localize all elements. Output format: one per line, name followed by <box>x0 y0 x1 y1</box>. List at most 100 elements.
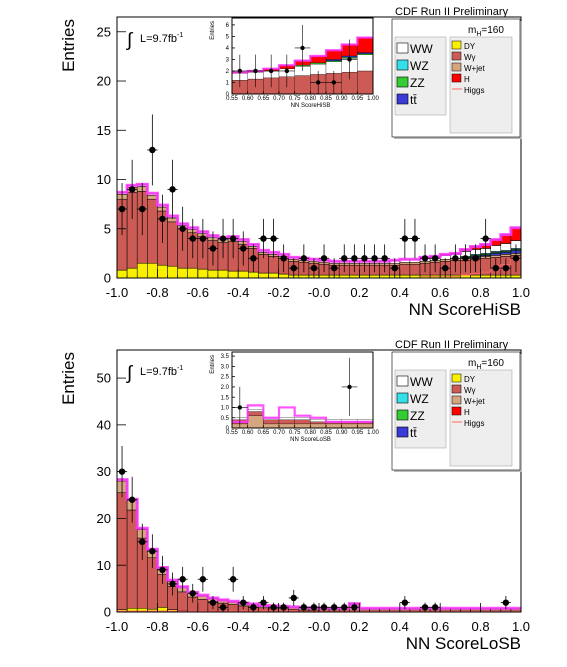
legend-label-ww: WW <box>410 42 433 56</box>
y-tick-label: 50 <box>97 371 111 386</box>
x-tick-label: -0.6 <box>187 619 209 634</box>
data-point <box>341 604 348 611</box>
bar-zz <box>357 53 374 55</box>
data-point <box>512 255 520 262</box>
bar-wjet <box>263 423 280 429</box>
data-point <box>268 68 274 74</box>
data-point <box>199 576 207 583</box>
data-point <box>442 264 449 272</box>
y-tick-label: 0 <box>104 605 111 620</box>
data-point <box>189 590 196 597</box>
data-point <box>209 599 217 606</box>
x-tick-label: 0.65 <box>257 430 269 436</box>
data-point <box>118 205 126 213</box>
legend-swatch-wjet <box>451 395 462 405</box>
bar-wjet <box>310 423 327 429</box>
data-point <box>199 235 207 242</box>
data-point <box>391 264 398 272</box>
data-point <box>139 205 146 213</box>
bar-ww <box>357 54 374 72</box>
bar-dy <box>167 265 178 279</box>
y-axis-title: Entries <box>59 19 78 72</box>
data-point <box>431 604 439 611</box>
data-point <box>351 604 358 611</box>
data-point <box>253 68 258 74</box>
data-point <box>452 255 459 262</box>
legend-swatch-wg <box>451 384 462 394</box>
bar-wg <box>126 509 138 609</box>
bar-wjet <box>357 423 374 429</box>
data-point <box>290 594 297 602</box>
bar-dy <box>197 268 209 279</box>
bar-dy <box>268 272 279 279</box>
data-point <box>139 538 146 546</box>
data-point <box>351 255 358 262</box>
legend-label-dy: DY <box>464 375 476 384</box>
bar-wg <box>294 75 311 95</box>
x-tick-label: 0.75 <box>289 430 301 436</box>
data-point <box>237 405 243 410</box>
data-point <box>300 255 308 262</box>
legend-label-zz: ZZ <box>410 76 425 90</box>
legend-label-wjet: W+jet <box>464 64 485 73</box>
bar-h <box>510 227 522 241</box>
inset-losb-panel: 0.55 0.60 0.65 0.70 0.75 0.80 0.85 0.90 0.95 1.00… <box>210 351 379 443</box>
bar-wjet <box>399 261 411 265</box>
bar-wg <box>227 604 239 612</box>
lumi-label: L=9.7fb-1 <box>140 32 183 45</box>
bar-wjet <box>247 415 264 429</box>
bar-wg <box>399 263 411 276</box>
x-tick-label: 0.85 <box>320 96 332 102</box>
x-axis-title: NN ScoreHiSB <box>291 103 331 109</box>
data-point <box>300 604 308 611</box>
y-tick-label: 2.5 <box>221 375 230 381</box>
x-tick-label: 0.65 <box>257 96 269 102</box>
data-point <box>260 235 267 242</box>
bar-dy <box>157 264 168 279</box>
chart-title: CDF Run II Preliminary <box>395 339 509 351</box>
legend-swatch-ww <box>396 375 409 387</box>
legend-swatch-tt <box>396 93 409 105</box>
bar-dy <box>217 269 229 279</box>
bar-ww <box>500 243 512 251</box>
x-tick-label: 0.75 <box>289 96 301 102</box>
legend-label-wz: WZ <box>410 59 429 73</box>
x-tick-label: 0.60 <box>242 430 254 436</box>
legend-swatch-wz <box>396 392 409 404</box>
y-tick-label: 10 <box>97 558 111 573</box>
data-point <box>347 57 352 62</box>
x-tick-label: 0.80 <box>304 430 316 436</box>
bar-wjet <box>278 423 295 429</box>
legend-label-tt: tt̄ <box>410 426 417 440</box>
x-tick-label: 0.6 <box>431 619 449 634</box>
y-tick-label: 0 <box>104 271 111 286</box>
bar-dy <box>136 262 148 279</box>
plot-frame <box>231 17 374 95</box>
bar-wg <box>177 591 188 611</box>
data-point <box>169 580 176 588</box>
x-tick-label: -0.4 <box>227 619 249 634</box>
data-point <box>169 186 176 193</box>
x-tick-label: 0.90 <box>336 96 348 102</box>
uncertainty-band <box>232 404 373 423</box>
bar-dy <box>177 267 188 279</box>
legend-swatch-ww <box>396 42 409 54</box>
bar-wg <box>147 198 158 264</box>
legend-col2-bg <box>449 369 513 467</box>
x-tick-label: 0.55 <box>226 96 238 102</box>
legend-label-higgs_line: Higgs <box>464 419 484 428</box>
data-point <box>270 604 277 611</box>
data-point <box>331 80 337 85</box>
integral-icon: ∫ <box>126 363 134 384</box>
data-point <box>240 245 247 252</box>
data-point <box>240 599 247 606</box>
x-tick-label: 0.60 <box>242 96 254 102</box>
data-point <box>381 255 388 262</box>
bar-ww <box>247 409 264 412</box>
data-point <box>179 225 186 232</box>
x-axis-title: NN ScoreLoSB <box>290 437 331 443</box>
inset-hisb-panel: 0.55 0.60 0.65 0.70 0.75 0.80 0.85 0.90 0.95 1.00… <box>210 17 379 109</box>
y-tick-label: 20 <box>97 511 111 526</box>
x-tick-label: -0.8 <box>146 619 168 634</box>
x-tick-label: 0.70 <box>273 96 285 102</box>
